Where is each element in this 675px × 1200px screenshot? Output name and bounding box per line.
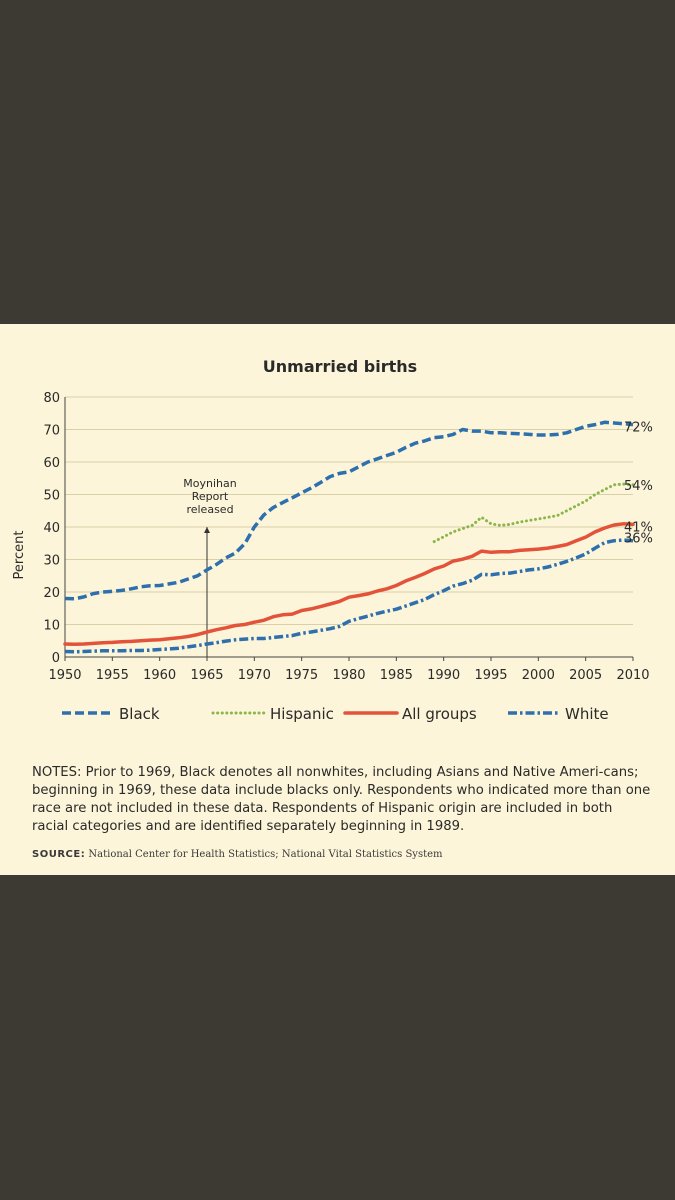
- chart-notes: NOTES: Prior to 1969, Black denotes all …: [32, 765, 651, 834]
- series-line-hispanic: [432, 482, 635, 544]
- y-axis-label: Percent: [12, 531, 27, 580]
- y-tick-label: 20: [43, 586, 60, 601]
- x-tick-label: 1960: [143, 668, 176, 683]
- chart-title: Unmarried births: [263, 357, 417, 376]
- legend-label-white: White: [565, 705, 609, 723]
- end-label-black: 72%: [624, 421, 653, 436]
- source-label: SOURCE:: [32, 849, 86, 860]
- x-tick-label: 2005: [569, 668, 602, 683]
- legend-label-black: Black: [119, 705, 160, 723]
- end-label-hispanic: 54%: [624, 479, 653, 494]
- x-tick-label: 2010: [616, 668, 649, 683]
- legend-label-all-groups: All groups: [402, 705, 477, 723]
- x-tick-label: 1995: [474, 668, 507, 683]
- series-lines: [63, 420, 635, 654]
- grid-lines: [65, 396, 633, 625]
- end-label-white: 36%: [624, 532, 653, 547]
- annotation-text: released: [186, 503, 233, 516]
- series-line-all-groups: [63, 522, 635, 647]
- y-tick-label: 50: [43, 489, 60, 504]
- x-tick-label: 1950: [48, 668, 81, 683]
- y-tick-label: 10: [43, 619, 60, 634]
- source-text: National Center for Health Statistics; N…: [88, 849, 443, 860]
- y-tick-label: 80: [43, 391, 60, 406]
- y-tick-label: 30: [43, 554, 60, 569]
- chart-card: Unmarried births Percent 0 10 20 30 40 50 60 70…: [0, 324, 675, 875]
- x-tick-label: 1985: [380, 668, 413, 683]
- end-labels: 72% 54% 41%36%: [624, 421, 653, 547]
- y-tick-label: 70: [43, 424, 60, 439]
- y-tick-label: 40: [43, 521, 60, 536]
- series-line-black: [64, 420, 634, 601]
- x-tick-label: 1965: [190, 668, 223, 683]
- x-tick-label: 1955: [96, 668, 129, 683]
- y-tick-label: 60: [43, 456, 60, 471]
- x-tick-label: 2000: [522, 668, 555, 683]
- x-tick-label: 1970: [238, 668, 271, 683]
- annotation-arrowhead: [204, 527, 210, 533]
- annotation-text: Report: [192, 490, 229, 503]
- legend: Black Hispanic All groups White: [62, 705, 609, 723]
- chart-source: SOURCE: National Center for Health Stati…: [32, 849, 652, 860]
- legend-label-hispanic: Hispanic: [270, 705, 334, 723]
- x-tick-label: 1975: [285, 668, 318, 683]
- x-tick-label: 1980: [332, 668, 365, 683]
- line-chart: Unmarried births Percent 0 10 20 30 40 50 60 70…: [12, 357, 653, 723]
- x-tick-label: 1990: [427, 668, 460, 683]
- y-tick-label: 0: [52, 651, 60, 666]
- series-line-white: [64, 538, 634, 654]
- annotation-text: Moynihan: [183, 477, 236, 490]
- end-label-all-groups: 41%: [624, 520, 653, 535]
- axes: 0 10 20 30 40 50 60 70 80 1950 1955 1960 1965 1970 197…: [43, 391, 649, 683]
